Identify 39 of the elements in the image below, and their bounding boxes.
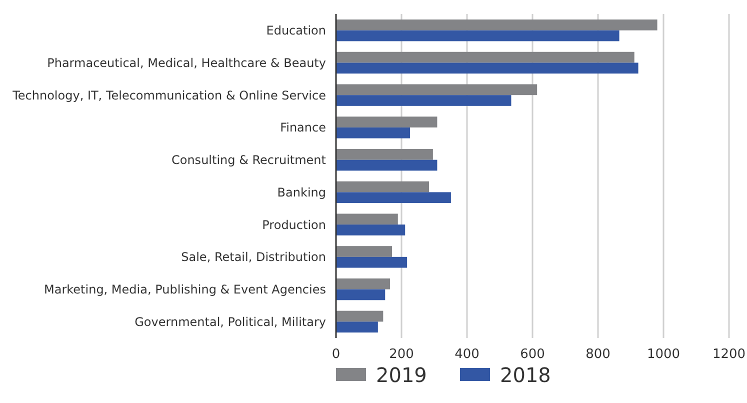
bar [336,20,658,30]
legend-label: 2019 [376,363,427,387]
y-tick-label: Production [262,218,326,232]
bar [336,278,390,290]
x-tick-label: 400 [454,347,480,362]
x-tick-label: 1000 [646,347,680,362]
bar [336,224,406,236]
y-tick-label: Technology, IT, Telecommunication & Online Service [12,88,326,102]
bar [336,148,433,160]
y-tick-label: Finance [280,120,326,135]
x-tick-label: 800 [586,347,610,362]
y-tick-label: Consulting & Recruitment [171,153,326,168]
y-tick-label: Education [266,24,326,38]
bar [336,95,512,106]
x-tick-label: 0 [332,347,340,362]
bar [336,52,634,63]
bar [336,30,620,42]
bar [336,62,638,74]
y-tick-label: Marketing, Media, Publishing & Event Agencies [44,282,326,296]
bar [336,160,438,171]
x-tick-label: 1200 [712,347,746,362]
x-tick-label: 600 [520,347,545,362]
y-tick-label: Governmental, Political, Military [134,314,326,329]
bar [336,127,410,138]
bar [336,310,384,322]
y-tick-label: Pharmaceutical, Medical, Healthcare & Beauty [47,56,326,70]
bar [336,289,386,300]
bar [336,322,378,332]
bar [336,192,451,204]
bar [336,181,430,192]
y-tick-label: Sale, Retail, Distribution [181,250,326,264]
legend-label: 2018 [500,363,551,387]
bar [336,256,408,268]
bar [336,246,392,257]
y-tick-label: Banking [277,185,326,200]
x-tick-label: 200 [389,347,414,362]
bar [336,116,438,128]
bar [336,214,398,225]
bar [336,84,538,96]
